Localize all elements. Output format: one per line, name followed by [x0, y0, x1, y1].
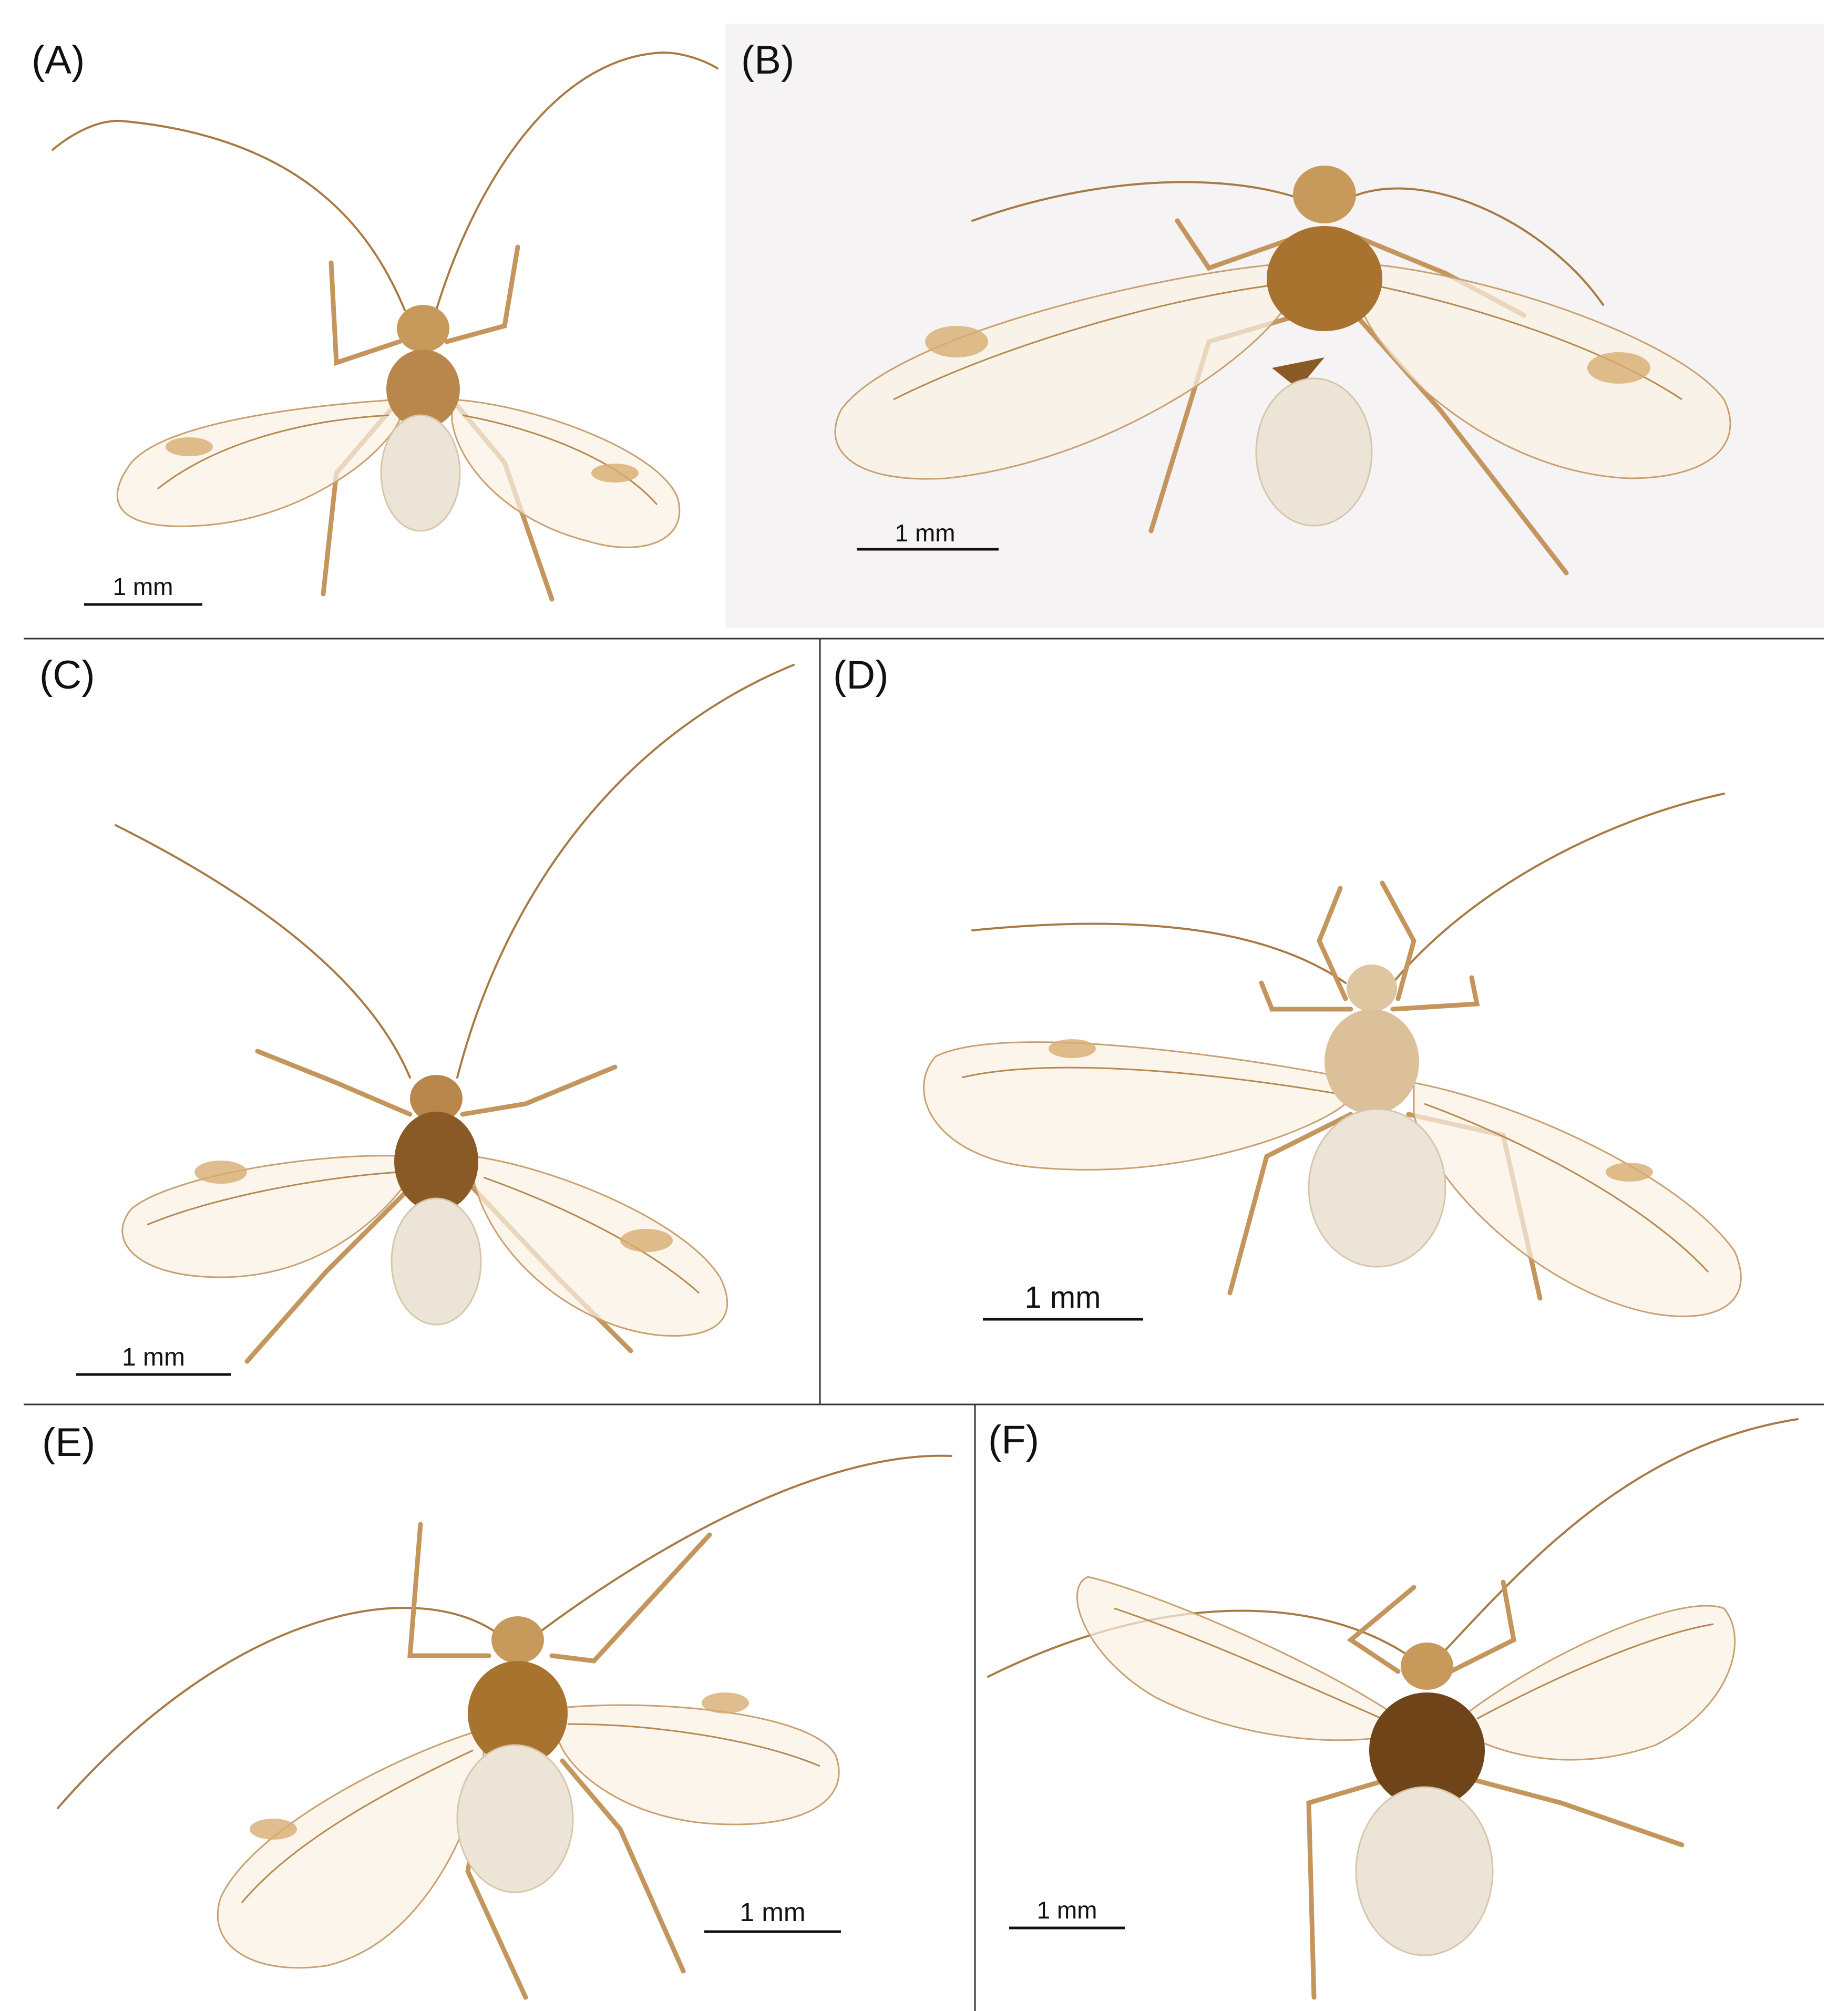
specimen-e [57, 1454, 952, 2000]
cauda-b [1272, 357, 1325, 389]
panel-f: (F) 1 mm [987, 1418, 1799, 2000]
thorax-e [468, 1661, 568, 1766]
specimen-c [115, 664, 795, 1364]
scale-label-f: 1 mm [1037, 1896, 1097, 1924]
scale-label-d: 1 mm [1025, 1280, 1101, 1315]
thorax-c [394, 1112, 478, 1212]
abdomen-a [380, 414, 461, 532]
head-c [410, 1075, 463, 1122]
thorax-f [1369, 1692, 1485, 1808]
panel-label-c: (C) [39, 653, 95, 697]
panel-label-d: (D) [833, 653, 889, 697]
thorax-b [1267, 226, 1382, 331]
thorax-a [386, 350, 460, 428]
panel-label-a: (A) [32, 38, 85, 83]
scale-label-b: 1 mm [895, 519, 956, 547]
panel-b: (B) 1 mm [725, 24, 1824, 628]
scale-label-a: 1 mm [113, 573, 173, 600]
head-b [1293, 166, 1356, 223]
abdomen-b [1255, 377, 1373, 527]
abdomen-d [1308, 1108, 1446, 1268]
abdomen-f [1355, 1786, 1494, 1956]
head-d [1347, 965, 1397, 1012]
panel-a: (A) 1 mm [32, 38, 718, 606]
specimen-a [52, 51, 718, 602]
scale-label-e: 1 mm [740, 1897, 806, 1927]
specimen-f [987, 1418, 1799, 2000]
specimen-d [923, 793, 1742, 1317]
abdomen-c [391, 1197, 482, 1326]
panel-b-background [725, 24, 1824, 628]
head-a [397, 305, 449, 352]
head-f [1401, 1643, 1453, 1690]
panel-label-f: (F) [988, 1418, 1039, 1462]
panel-label-b: (B) [741, 38, 794, 83]
panel-label-e: (E) [42, 1420, 95, 1465]
specimen-b [834, 166, 1731, 576]
abdomen-e [456, 1744, 574, 1893]
thorax-d [1325, 1009, 1419, 1114]
scale-label-c: 1 mm [122, 1343, 185, 1371]
panel-e: (E) 1 mm [42, 1420, 952, 2000]
head-e [491, 1616, 544, 1664]
panel-c: (C) 1 mm [39, 653, 795, 1376]
panel-d: (D) 1 mm [833, 653, 1742, 1321]
